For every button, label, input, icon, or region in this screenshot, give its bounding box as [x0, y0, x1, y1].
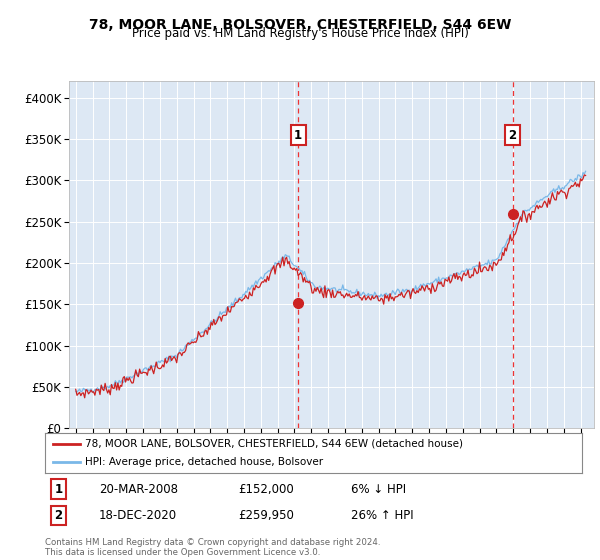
Text: Contains HM Land Registry data © Crown copyright and database right 2024.
This d: Contains HM Land Registry data © Crown c…	[45, 538, 380, 557]
Text: 18-DEC-2020: 18-DEC-2020	[98, 509, 177, 522]
Text: 2: 2	[55, 509, 62, 522]
Text: £152,000: £152,000	[238, 483, 294, 496]
Text: 6% ↓ HPI: 6% ↓ HPI	[351, 483, 406, 496]
Text: 1: 1	[294, 128, 302, 142]
Text: Price paid vs. HM Land Registry's House Price Index (HPI): Price paid vs. HM Land Registry's House …	[131, 27, 469, 40]
Text: 1: 1	[55, 483, 62, 496]
Text: 26% ↑ HPI: 26% ↑ HPI	[351, 509, 414, 522]
Text: 2: 2	[508, 128, 517, 142]
Text: 78, MOOR LANE, BOLSOVER, CHESTERFIELD, S44 6EW (detached house): 78, MOOR LANE, BOLSOVER, CHESTERFIELD, S…	[85, 439, 463, 449]
Text: 78, MOOR LANE, BOLSOVER, CHESTERFIELD, S44 6EW: 78, MOOR LANE, BOLSOVER, CHESTERFIELD, S…	[89, 18, 511, 32]
Text: HPI: Average price, detached house, Bolsover: HPI: Average price, detached house, Bols…	[85, 458, 323, 467]
Text: £259,950: £259,950	[238, 509, 294, 522]
Text: 20-MAR-2008: 20-MAR-2008	[98, 483, 178, 496]
